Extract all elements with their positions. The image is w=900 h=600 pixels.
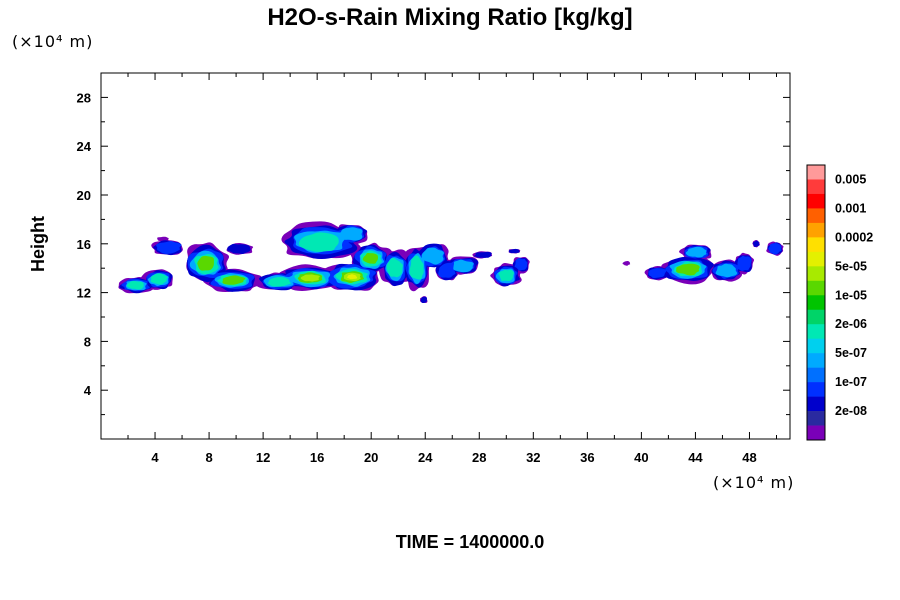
x-tick-label: 20 xyxy=(364,450,378,465)
cloud-contour xyxy=(409,255,424,280)
y-axis: 4 8 12 16 20 24 28 xyxy=(77,90,790,416)
cloud-contour xyxy=(622,260,631,266)
y-tick-label: 8 xyxy=(84,334,91,349)
cloud-contour xyxy=(514,258,528,271)
x-tick-label: 16 xyxy=(310,450,324,465)
y-tick-label: 4 xyxy=(84,383,92,398)
colorbar-frame xyxy=(806,164,826,441)
cloud-contour xyxy=(474,251,492,258)
colorbar-label: 5e-07 xyxy=(835,346,867,360)
colorbar-label: 0.001 xyxy=(835,201,866,215)
y-tick-label: 20 xyxy=(77,188,91,203)
colorbar-label: 1e-05 xyxy=(835,288,867,302)
colorbar-swatch xyxy=(807,338,825,354)
x-tick-label: 24 xyxy=(418,450,433,465)
cloud-contour xyxy=(768,243,782,255)
colorbar-swatch xyxy=(807,280,825,296)
colorbar-swatch xyxy=(807,367,825,383)
cloud-field xyxy=(118,221,784,303)
colorbar: 0.005 0.001 0.0002 5e-05 1e-05 2e-06 5e-07 1e-0… xyxy=(806,164,873,441)
colorbar-swatch xyxy=(807,193,825,209)
colorbar-swatch xyxy=(807,295,825,311)
cloud-contour xyxy=(267,276,291,287)
colorbar-label: 2e-06 xyxy=(835,317,867,331)
colorbar-swatch xyxy=(807,309,825,325)
y-tick-label: 24 xyxy=(77,139,92,154)
colorbar-swatch xyxy=(807,353,825,368)
cloud-contour xyxy=(498,269,514,282)
cloud-contour xyxy=(421,247,444,265)
colorbar-label: 1e-07 xyxy=(835,375,867,389)
x-tick-label: 4 xyxy=(151,450,159,465)
colorbar-swatch xyxy=(807,411,825,426)
y-tick-label: 12 xyxy=(77,286,91,301)
colorbar-label: 2e-08 xyxy=(835,404,867,418)
colorbar-label: 0.005 xyxy=(835,172,866,186)
cloud-contour xyxy=(508,248,520,254)
cloud-contour xyxy=(347,274,358,280)
x-axis-unit: (×10⁴ m) xyxy=(713,473,795,492)
cloud-contour xyxy=(737,255,752,271)
cloud-contour xyxy=(126,280,144,290)
y-axis-unit: (×10⁴ m) xyxy=(12,32,94,51)
colorbar-swatch xyxy=(807,179,825,195)
cloud-contour xyxy=(715,263,738,278)
colorbar-swatch xyxy=(807,382,825,397)
cloud-contour xyxy=(386,257,403,278)
colorbar-swatch xyxy=(807,266,825,282)
colorbar-swatch xyxy=(807,222,825,238)
y-tick-label: 28 xyxy=(77,90,91,105)
colorbar-swatch xyxy=(807,237,825,253)
colorbar-label: 5e-05 xyxy=(835,259,867,273)
colorbar-swatch xyxy=(807,396,825,412)
time-footer: TIME = 1400000.0 xyxy=(395,532,545,552)
cloud-contour xyxy=(300,274,320,282)
cloud-contour xyxy=(685,246,707,258)
colorbar-swatch xyxy=(807,425,825,441)
colorbar-swatch xyxy=(807,165,825,180)
cloud-contour xyxy=(150,273,168,285)
cloud-contour xyxy=(420,296,428,303)
cloud-contour xyxy=(338,227,363,241)
plot-frame xyxy=(100,72,791,440)
x-axis: 4 8 12 16 20 24 28 32 36 40 44 48 xyxy=(127,73,777,465)
x-tick-label: 44 xyxy=(688,450,703,465)
x-tick-label: 32 xyxy=(526,450,540,465)
cloud-contour xyxy=(752,240,760,247)
colorbar-label: 0.0002 xyxy=(835,230,873,244)
cloud-contour xyxy=(157,236,169,242)
colorbar-swatch xyxy=(807,251,825,267)
chart-title: H2O-s-Rain Mixing Ratio [kg/kg] xyxy=(267,4,633,31)
x-tick-label: 48 xyxy=(742,450,756,465)
x-tick-label: 8 xyxy=(205,450,212,465)
cloud-contour xyxy=(227,243,251,254)
cloud-contour xyxy=(222,275,246,285)
cloud-contour xyxy=(362,252,378,264)
cloud-contour xyxy=(648,268,667,279)
cloud-contour xyxy=(298,232,339,252)
colorbar-swatch xyxy=(807,208,825,224)
cloud-contour xyxy=(453,259,474,273)
cloud-contour xyxy=(676,263,700,276)
colorbar-swatch xyxy=(807,324,825,339)
x-tick-label: 36 xyxy=(580,450,594,465)
x-tick-label: 28 xyxy=(472,450,486,465)
y-tick-label: 16 xyxy=(77,237,91,252)
x-tick-label: 12 xyxy=(256,450,270,465)
x-tick-label: 40 xyxy=(634,450,648,465)
cloud-contour xyxy=(197,255,214,271)
cloud-contour xyxy=(156,240,182,254)
